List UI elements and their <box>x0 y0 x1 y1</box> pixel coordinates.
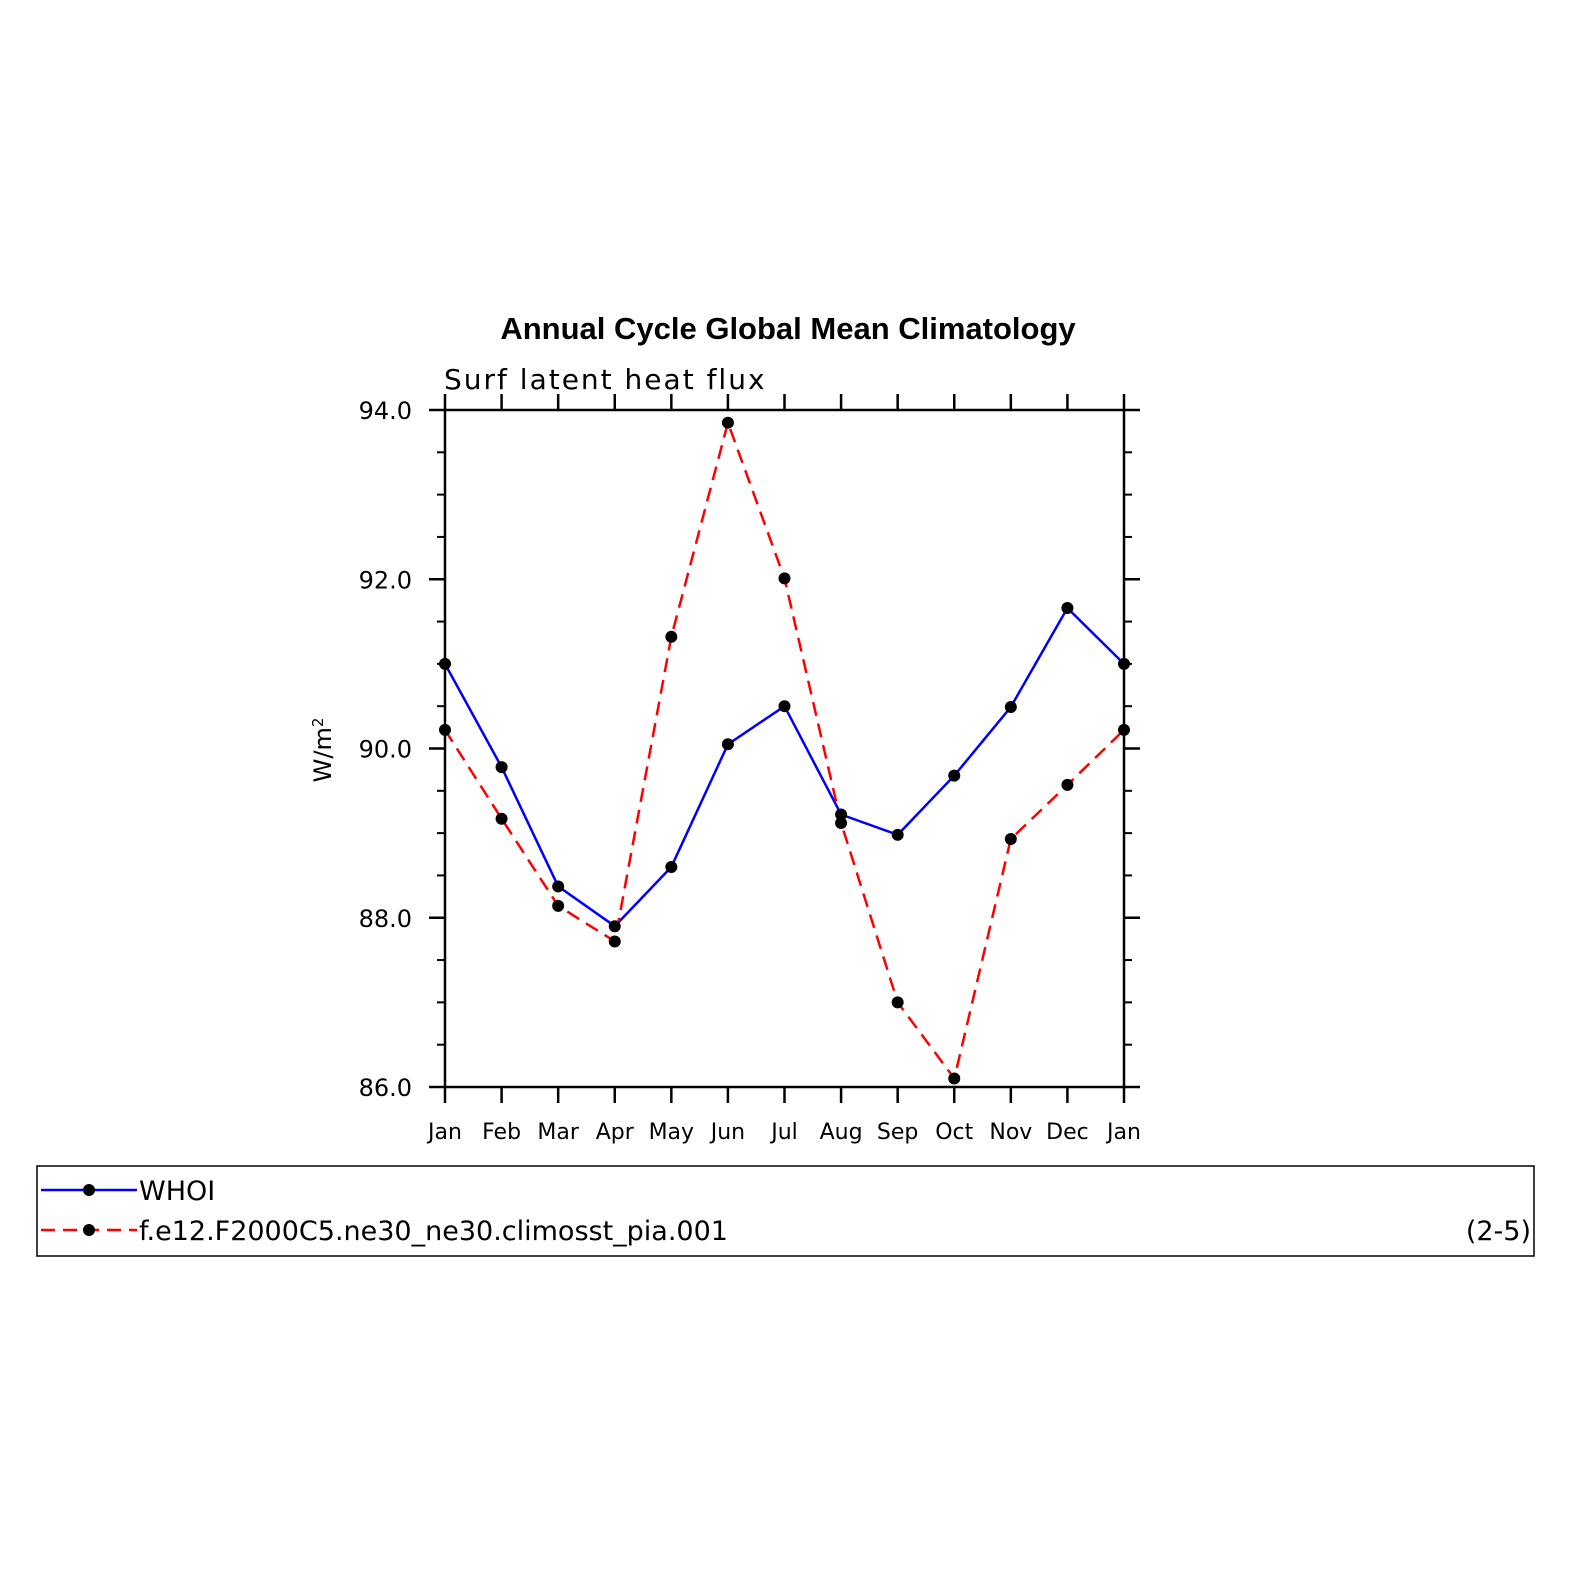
series-1-point <box>1004 833 1017 846</box>
x-tick-label: Jun <box>709 1120 745 1145</box>
series-1-point <box>495 812 508 825</box>
x-tick-label: Sep <box>877 1120 918 1145</box>
x-tick-label: Apr <box>596 1120 635 1145</box>
series-1-point <box>721 416 734 429</box>
x-tick-label: Feb <box>482 1120 521 1145</box>
y-axis: 86.0 88.0 90.0 92.0 94.0 <box>359 397 1140 1102</box>
chart-subtitle: Surf latent heat flux <box>444 363 767 396</box>
series-layer <box>439 416 1130 1085</box>
series-0-point <box>495 761 508 774</box>
y-tick-label: 86.0 <box>359 1074 412 1102</box>
legend-label-0: WHOI <box>139 1176 215 1207</box>
series-1-point <box>665 630 678 643</box>
series-0-point <box>665 860 678 873</box>
series-0-point <box>891 828 904 841</box>
panel-label: (2-5) <box>1466 1216 1531 1247</box>
series-0-point <box>608 920 621 933</box>
series-1-point <box>778 572 791 585</box>
x-tick-label: Nov <box>989 1120 1032 1145</box>
series-0-point <box>835 808 848 821</box>
legend-box <box>36 1165 1535 1257</box>
series-0-point <box>948 769 961 782</box>
series-line-0 <box>443 605 1125 928</box>
series-1-point <box>891 996 904 1009</box>
y-tick-label: 92.0 <box>359 566 412 594</box>
series-line-1 <box>443 418 1125 1082</box>
x-tick-label: Mar <box>537 1120 579 1145</box>
series-1-point <box>608 935 621 948</box>
plot-frame <box>443 408 1126 1089</box>
x-tick-label: Jan <box>426 1120 462 1145</box>
chart-title: Annual Cycle Global Mean Climatology <box>500 311 1076 346</box>
legend-marker-1 <box>83 1224 95 1236</box>
y-tick-label: 94.0 <box>359 397 412 425</box>
series-0-point <box>721 738 734 751</box>
series-1-point <box>835 816 848 829</box>
y-axis-label: W/m2 <box>309 718 337 783</box>
x-tick-label: Jul <box>769 1120 798 1145</box>
legend-label-1: f.e12.F2000C5.ne30_ne30.climosst_pia.001 <box>139 1216 728 1247</box>
x-tick-label: Jan <box>1105 1120 1141 1145</box>
y-tick-label: 88.0 <box>359 905 412 933</box>
series-1-point <box>948 1072 961 1085</box>
x-axis: Jan Feb Mar Apr May Jun Jul Aug Sep Oct Nov Dec Jan <box>426 394 1141 1145</box>
x-tick-label: May <box>649 1120 694 1145</box>
legend-marker-0 <box>83 1184 95 1196</box>
x-tick-label: Oct <box>935 1120 973 1145</box>
y-axis-label-text: W/m <box>309 727 337 782</box>
legend: WHOI f.e12.F2000C5.ne30_ne30.climosst_pia… <box>36 1165 1535 1257</box>
series-0-point <box>1061 602 1074 615</box>
series-1-point <box>1061 778 1074 791</box>
y-tick-label: 90.0 <box>359 736 412 764</box>
x-tick-label: Aug <box>820 1120 863 1145</box>
legend-entries: WHOI f.e12.F2000C5.ne30_ne30.climosst_pia… <box>41 1176 728 1247</box>
x-tick-label: Dec <box>1046 1120 1089 1145</box>
series-0-point <box>552 880 565 893</box>
series-0-point <box>778 700 791 713</box>
series-1-point <box>552 899 565 912</box>
y-axis-label-superscript: 2 <box>309 718 327 728</box>
series-0-point <box>1004 701 1017 714</box>
